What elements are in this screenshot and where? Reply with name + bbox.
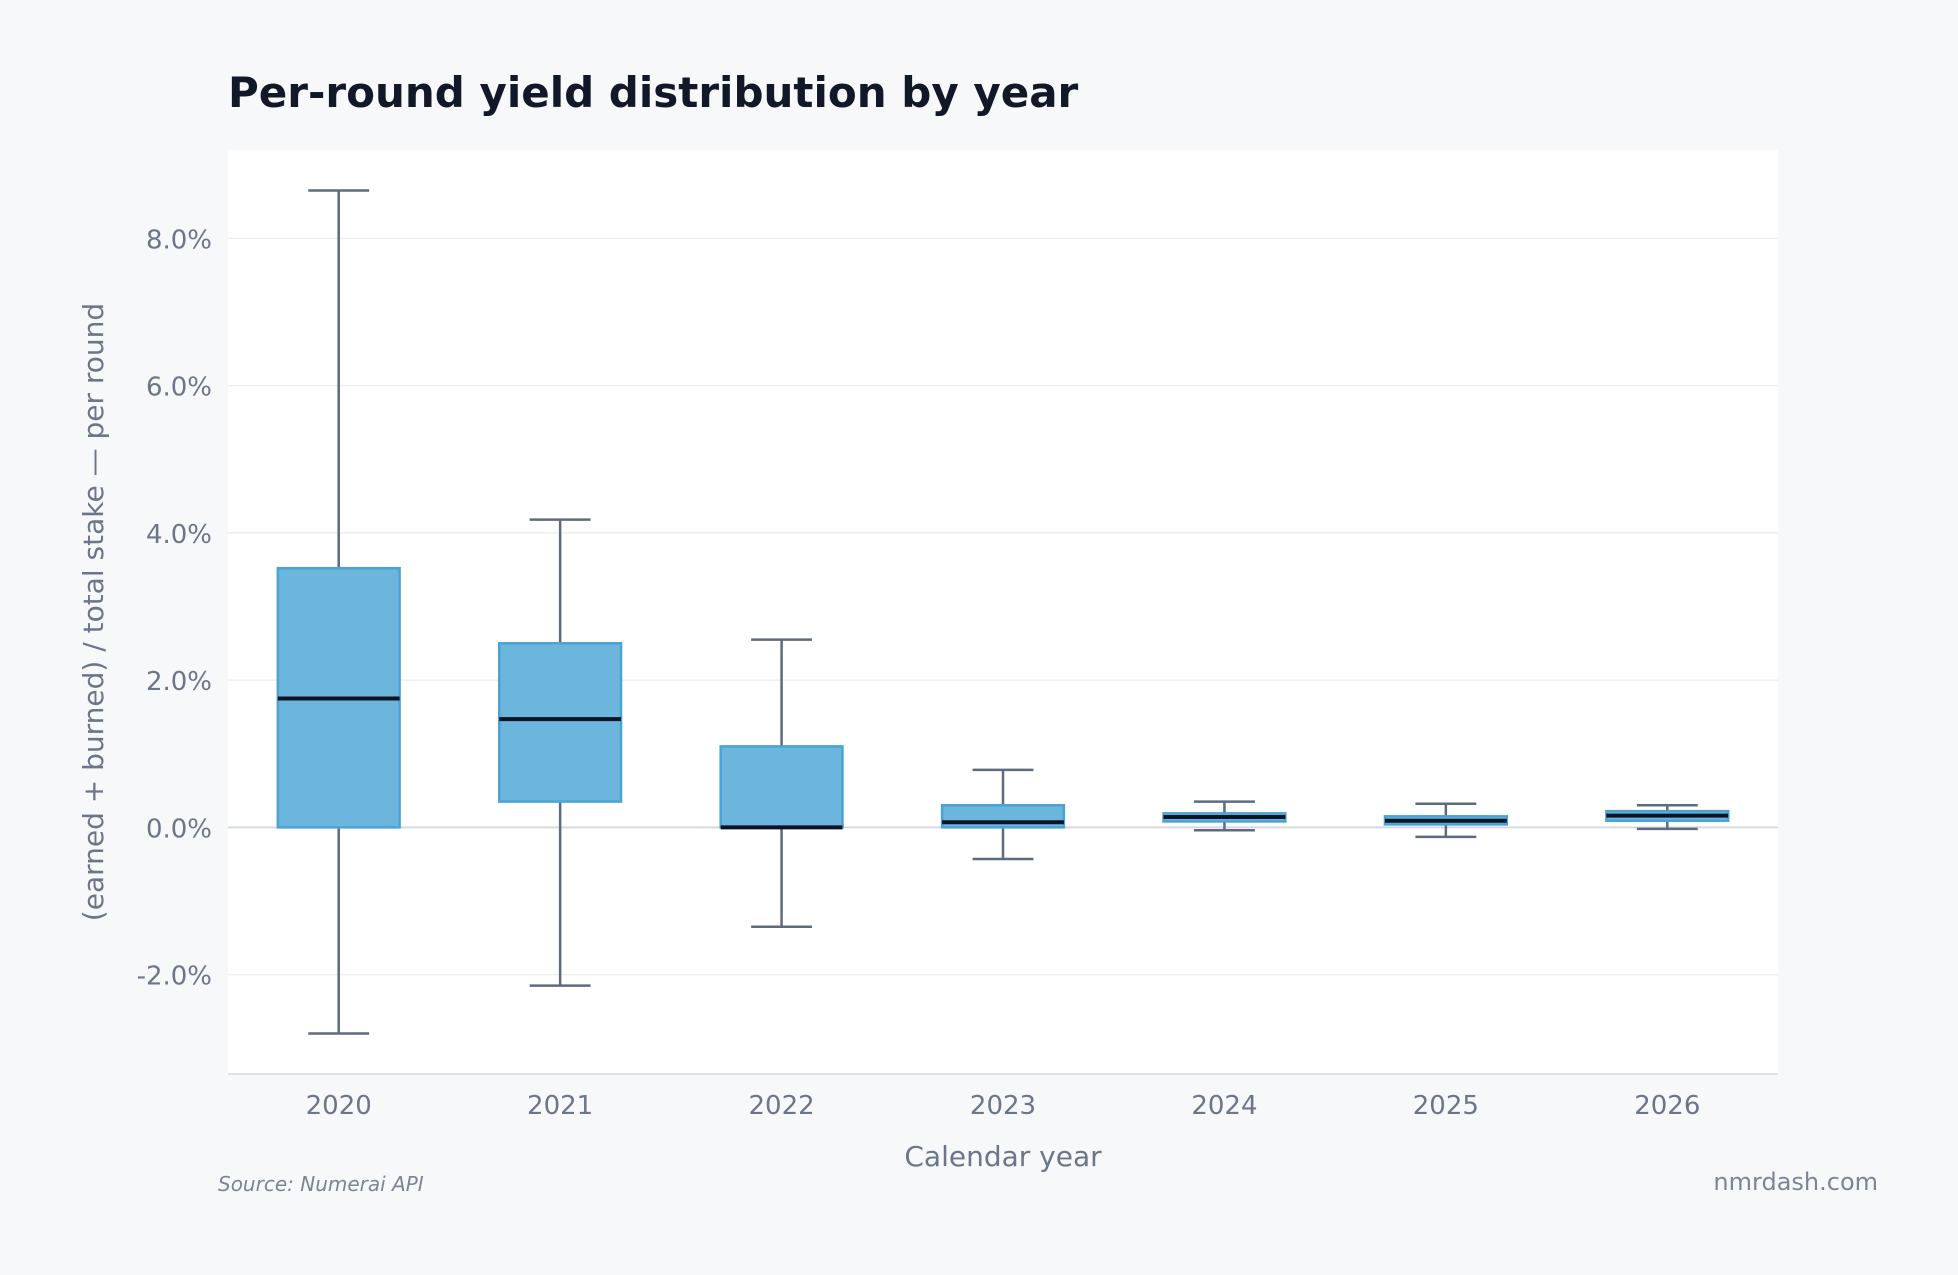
- box-2021: [498, 518, 623, 987]
- site-credit: nmrdash.com: [1713, 1168, 1878, 1196]
- x-tick-label: 2023: [970, 1091, 1036, 1121]
- y-axis-ticks: -2.0% 0.0% 2.0% 4.0% 6.0% 8.0%: [137, 225, 212, 991]
- x-tick-label: 2021: [527, 1091, 593, 1121]
- x-tick-label: 2026: [1634, 1091, 1700, 1121]
- x-tick-label: 2025: [1413, 1091, 1479, 1121]
- box-2025: [1383, 802, 1508, 839]
- box-2024: [1162, 800, 1287, 832]
- box-2022: [719, 638, 844, 928]
- x-tick-label: 2024: [1191, 1091, 1257, 1121]
- x-tick-label: 2020: [306, 1091, 372, 1121]
- y-tick-label: 0.0%: [146, 814, 212, 844]
- plot-area: [228, 150, 1778, 1074]
- y-axis-label: (earned + burned) / total stake — per ro…: [77, 303, 110, 921]
- x-axis-ticks: 2020 2021 2022 2023 2024 2025 2026: [306, 1091, 1701, 1121]
- box-2023: [940, 768, 1066, 861]
- x-axis-label: Calendar year: [904, 1140, 1102, 1173]
- chart-title: Per-round yield distribution by year: [228, 68, 1079, 117]
- box-2020: [276, 189, 401, 1035]
- y-tick-label: -2.0%: [137, 962, 212, 992]
- iqr-box: [498, 642, 623, 803]
- y-tick-label: 8.0%: [146, 225, 212, 255]
- y-tick-label: 6.0%: [146, 373, 212, 403]
- x-tick-label: 2022: [748, 1091, 814, 1121]
- y-tick-label: 2.0%: [146, 667, 212, 697]
- source-note: Source: Numerai API: [218, 1172, 424, 1196]
- iqr-box: [719, 745, 844, 829]
- y-tick-label: 4.0%: [146, 520, 212, 550]
- boxes-layer: [276, 189, 1730, 1035]
- box-2026: [1605, 804, 1730, 831]
